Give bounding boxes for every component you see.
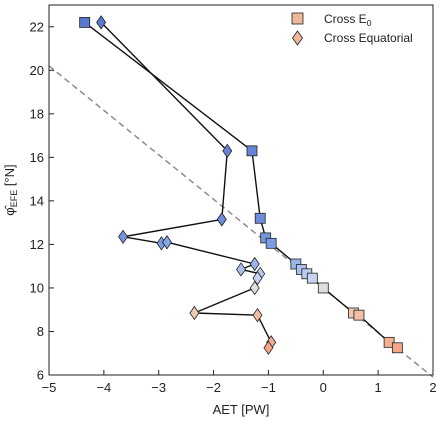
legend-marker-square: [291, 12, 304, 25]
marker-cross-equatorial-0: [96, 15, 107, 30]
x-tick-label: −1: [261, 380, 276, 395]
marker-cross-e0-3: [260, 232, 272, 244]
marker-cross-equatorial-7: [236, 262, 246, 277]
legend-label-cross-e0: Cross E0: [324, 12, 372, 28]
marker-cross-e0-13: [391, 342, 403, 354]
marker-cross-equatorial-3: [118, 229, 129, 244]
y-tick-label: 10: [30, 280, 44, 295]
marker-cross-e0-5: [290, 258, 302, 270]
x-tick-label: −4: [96, 380, 111, 395]
marker-cross-equatorial-1: [222, 143, 233, 159]
marker-cross-e0-9: [317, 282, 329, 294]
y-axis-label: φ̂EFE [°N]: [2, 164, 19, 215]
marker-cross-e0-4: [265, 237, 277, 249]
marker-cross-equatorial-6: [249, 256, 260, 272]
marker-cross-equatorial-11: [189, 305, 200, 321]
legend: Cross E0 Cross Equatorial: [291, 12, 413, 46]
y-axis-label-sub: EFE: [9, 190, 19, 208]
x-tick-label: −3: [151, 380, 166, 395]
marker-cross-equatorial-12: [252, 307, 263, 323]
legend-label-cross-equatorial: Cross Equatorial: [324, 31, 413, 45]
y-tick-label: 12: [30, 237, 44, 252]
reference-line-layer: [48, 65, 434, 378]
y-tick-label: 16: [30, 150, 44, 165]
marker-cross-e0-1: [246, 145, 258, 157]
x-tick-label: −5: [42, 380, 57, 395]
x-tick-label: 1: [375, 380, 382, 395]
y-tick-label: 18: [30, 106, 44, 121]
marker-cross-e0-8: [306, 272, 318, 284]
x-tick-label: 0: [320, 380, 327, 395]
y-tick-label: 22: [30, 19, 44, 34]
marker-cross-equatorial-5: [161, 235, 172, 250]
marker-cross-e0-12: [383, 336, 395, 348]
marker-cross-equatorial-14: [263, 340, 274, 355]
y-tick-label: 6: [37, 368, 44, 383]
marker-cross-equatorial-9: [252, 270, 263, 286]
legend-marker-diamond: [292, 30, 303, 46]
series-line-cross-e0: [84, 21, 398, 349]
y-tick-label: 8: [37, 324, 44, 339]
x-tick-label: −2: [206, 380, 221, 395]
x-axis-label: AET [PW]: [213, 402, 270, 417]
markers-layer: [79, 15, 403, 355]
plot-frame: [48, 4, 434, 376]
marker-cross-e0-0: [79, 17, 91, 28]
y-axis-label-main: φ̂: [2, 204, 17, 215]
series-lines-layer: [84, 21, 398, 349]
marker-cross-e0-11: [353, 309, 365, 321]
marker-cross-equatorial-2: [216, 212, 227, 227]
y-tick-label: 14: [30, 193, 44, 208]
marker-cross-equatorial-10: [249, 280, 260, 296]
y-tick-label: 20: [30, 63, 44, 78]
marker-cross-e0-2: [254, 212, 266, 224]
reference-dashed-line: [48, 65, 434, 378]
y-axis-label-unit: [°N]: [2, 164, 17, 189]
series-line-cross-equatorial: [100, 21, 272, 349]
x-tick-label: 2: [429, 380, 436, 395]
